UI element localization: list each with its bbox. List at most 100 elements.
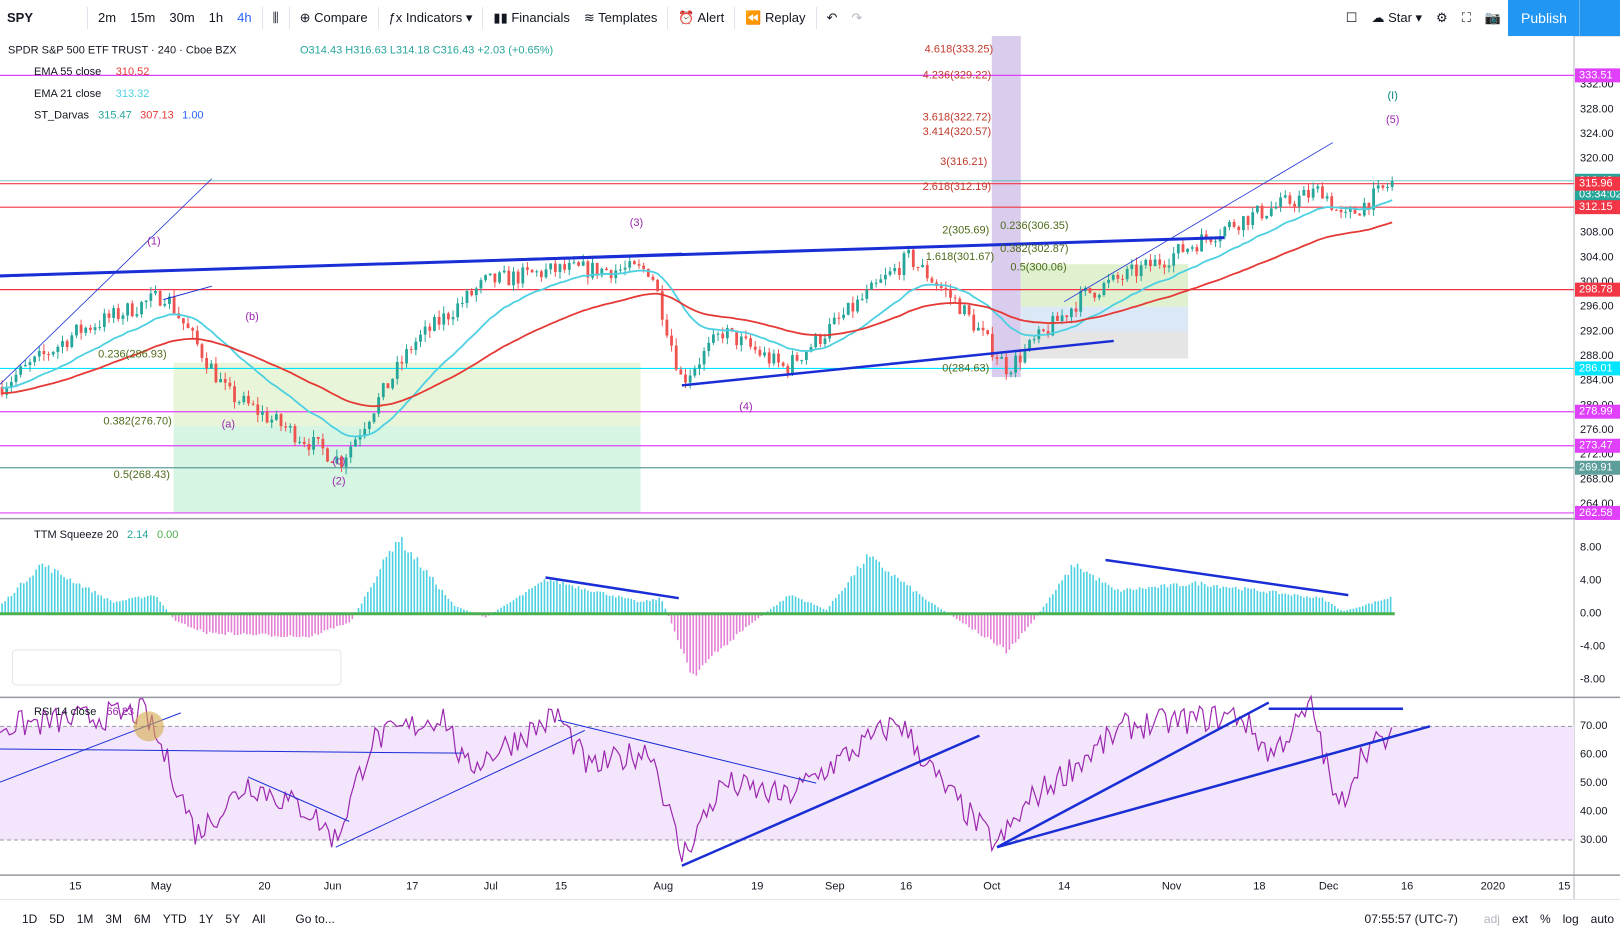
snapshot[interactable]: 📷	[1484, 10, 1501, 25]
candle-body	[735, 330, 739, 346]
rsi-value: 66.23	[106, 706, 134, 718]
trendline	[163, 285, 212, 301]
candle-body	[84, 327, 88, 333]
interval[interactable]: 30m	[169, 10, 195, 25]
trendline	[0, 178, 213, 385]
candle-body	[219, 378, 222, 383]
range-button[interactable]: YTD	[162, 911, 187, 926]
scale-option[interactable]: ext	[1511, 911, 1528, 926]
candle-body	[698, 364, 701, 369]
scale-option[interactable]: adj	[1483, 911, 1500, 926]
range-button[interactable]: 5D	[49, 911, 65, 926]
candle-body	[140, 302, 143, 315]
star-button[interactable]: ☁ Star ▾	[1371, 10, 1423, 25]
candle-body	[214, 363, 218, 383]
wave-label: (I)	[1388, 90, 1398, 102]
price-marker-label: 286.01	[1579, 362, 1613, 374]
candle-body	[344, 457, 348, 467]
price-tick-label: 308.00	[1580, 227, 1614, 239]
templates-button[interactable]: ≋ Templates	[583, 10, 658, 25]
redo[interactable]: ↷	[851, 10, 863, 25]
wave-label: (5)	[1386, 114, 1399, 126]
candle-body	[484, 275, 487, 281]
range-button[interactable]: 1Y	[198, 911, 214, 926]
candle-body	[1018, 355, 1022, 363]
study-name: EMA 55 close	[34, 66, 101, 78]
candle-body	[256, 404, 260, 415]
symbol[interactable]: SPY	[7, 10, 34, 25]
price-marker-label: 278.99	[1579, 406, 1613, 418]
candle-body	[1242, 216, 1245, 231]
ttm-name: TTM Squeeze 20	[34, 529, 118, 541]
interval[interactable]: 2m	[98, 10, 117, 25]
legend-title: SPDR S&P 500 ETF TRUST · 240 · Cboe BZX	[8, 45, 237, 57]
interval[interactable]: 4h	[237, 10, 252, 25]
indicators-button[interactable]: ƒx Indicators ▾	[388, 10, 473, 25]
candle-body	[800, 360, 804, 362]
range-button[interactable]: 6M	[134, 911, 151, 926]
panel-toggle[interactable]	[1579, 0, 1620, 36]
rsi-tick-label: 60.00	[1580, 749, 1608, 761]
alert-button[interactable]: ⏰ Alert	[678, 10, 725, 25]
candle-body	[456, 303, 460, 318]
candle-body	[419, 334, 422, 342]
range-button[interactable]: 1D	[22, 911, 38, 926]
candle-body	[102, 313, 106, 328]
undo[interactable]: ↶	[826, 10, 838, 25]
range-button[interactable]: All	[252, 911, 266, 926]
candle-body	[14, 374, 18, 382]
candle-body	[1176, 244, 1180, 254]
financials-button[interactable]: ▮▮ Financials	[493, 10, 570, 25]
fib-label: 0.382(276.70)	[103, 415, 172, 427]
candle-body	[990, 334, 994, 358]
range-button[interactable]: 5Y	[225, 911, 241, 926]
rsi-band	[0, 726, 1574, 840]
chart-style[interactable]: ⫼	[272, 10, 279, 25]
fib-label: 4.236(329.22)	[923, 69, 992, 81]
candle-body	[832, 317, 836, 324]
candle-body	[842, 314, 845, 319]
candle-body	[460, 302, 464, 304]
candle-body	[1014, 355, 1017, 373]
candle-body	[1079, 291, 1083, 312]
candle-body	[1372, 188, 1375, 210]
candle-body	[553, 263, 557, 272]
candle-body	[498, 272, 501, 283]
candle-body	[1390, 181, 1394, 187]
scale-option[interactable]: log	[1562, 911, 1579, 926]
candle-body	[944, 287, 948, 291]
candle-body	[870, 282, 873, 290]
candle-body	[1088, 287, 1092, 293]
compare-button[interactable]: ⊕ Compare	[299, 10, 368, 25]
goto-button[interactable]: Go to...	[295, 911, 335, 926]
layout-button[interactable]: ☐	[1345, 10, 1358, 25]
candle-body	[1302, 190, 1306, 196]
settings[interactable]: ⚙	[1436, 10, 1448, 25]
price-marker-label: 298.78	[1579, 284, 1613, 296]
candle-body	[893, 267, 897, 272]
range-button[interactable]: 3M	[105, 911, 123, 926]
candle-body	[135, 314, 139, 317]
scale-option[interactable]: auto	[1590, 911, 1614, 926]
candle-body	[154, 291, 157, 294]
candle-body	[233, 386, 236, 403]
scale-option[interactable]: %	[1539, 911, 1551, 926]
price-marker	[1575, 404, 1620, 419]
date-tick-label: Dec	[1319, 880, 1339, 892]
fullscreen[interactable]: ⛶	[1461, 10, 1471, 25]
candle-body	[0, 386, 4, 395]
interval[interactable]: 15m	[130, 10, 156, 25]
publish-button[interactable]: Publish	[1508, 0, 1580, 36]
price-tick-label: 328.00	[1580, 103, 1614, 115]
label: Star	[1388, 10, 1412, 25]
candle-body	[679, 369, 683, 375]
candle-body	[428, 326, 432, 331]
replay-button[interactable]: ⏪ Replay	[745, 10, 806, 25]
candle-body	[391, 378, 395, 389]
candle-body	[363, 428, 367, 436]
candle-body	[777, 353, 780, 363]
ttm-tick-label: 0.00	[1580, 608, 1601, 620]
fib-label: 2.618(312.19)	[923, 181, 992, 193]
range-button[interactable]: 1M	[76, 911, 94, 926]
interval[interactable]: 1h	[208, 10, 224, 25]
